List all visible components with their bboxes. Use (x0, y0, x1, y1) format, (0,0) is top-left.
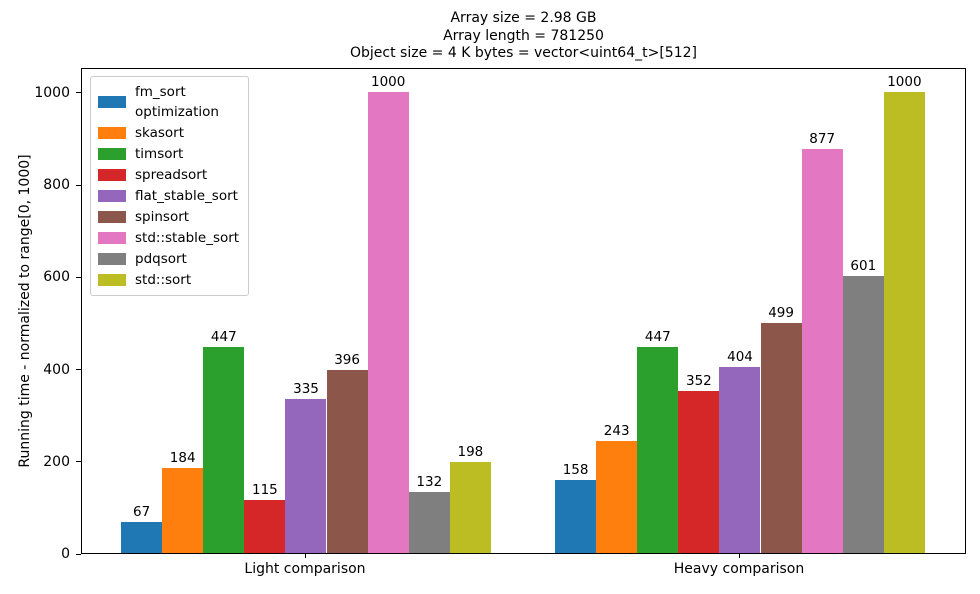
legend-item-timsort: timsort (98, 143, 239, 164)
bar-value-label: 396 (334, 352, 360, 369)
legend-swatch-icon (98, 210, 126, 223)
legend-swatch-icon (98, 96, 126, 108)
y-axis-label: Running time - normalized to range[0, 10… (17, 154, 33, 468)
legend-item-std-stable-sort: std::stable_sort (98, 227, 239, 248)
bar-pdqsort-0 (408, 492, 450, 553)
bar-std-stable-sort-1 (801, 148, 843, 553)
bar-skasort-0 (162, 468, 204, 553)
bar-pdqsort-1 (842, 275, 884, 553)
legend-item-flat-stable-sort: flat_stable_sort (98, 185, 239, 206)
plot-area: fm_sort optimization skasort timsort spread… (81, 68, 966, 554)
legend-swatch-icon (98, 168, 126, 181)
legend-swatch-icon (98, 147, 126, 160)
bar-flat-stable-sort-0 (285, 398, 327, 553)
bar-skasort-1 (596, 441, 638, 553)
x-tick-label-light-comparison: Light comparison (244, 561, 366, 577)
title-line-3: Object size = 4 K bytes = vector<uint64_… (350, 45, 697, 61)
bar-spreadsort-1 (678, 390, 720, 553)
bar-value-label: 132 (416, 474, 443, 491)
bar-value-label: 499 (768, 304, 794, 321)
bar-value-label: 1000 (887, 73, 922, 90)
y-tick-label: 800 (43, 177, 70, 194)
legend-item-spinsort: spinsort (98, 206, 239, 227)
bar-value-label: 404 (727, 348, 753, 365)
y-tick-mark (76, 461, 81, 463)
y-tick-mark (76, 92, 81, 94)
bar-value-label: 335 (293, 380, 319, 397)
legend-label: std::stable_sort (135, 229, 240, 246)
y-tick-label: 200 (43, 453, 70, 470)
legend-label: skasort (135, 124, 185, 141)
bar-value-label: 352 (686, 372, 712, 389)
x-tick-label-heavy-comparison: Heavy comparison (673, 561, 805, 577)
legend-label: timsort (135, 145, 184, 162)
bar-value-label: 198 (457, 443, 484, 460)
bar-value-label: 243 (603, 423, 630, 439)
y-tick-mark (76, 276, 81, 278)
bar-value-label: 115 (252, 482, 278, 498)
y-tick-label: 600 (43, 269, 70, 286)
x-tick-mark (304, 554, 306, 558)
title-line-1: Array size = 2.98 GB (450, 10, 597, 26)
legend-item-fm-sort-optimization: fm_sort optimization (98, 82, 239, 122)
bar-timsort-1 (637, 346, 679, 553)
legend-label: std::sort (135, 271, 192, 288)
legend-label: flat_stable_sort (135, 187, 238, 204)
bar-std-sort-1 (883, 91, 925, 553)
bar-std-stable-sort-0 (367, 91, 409, 553)
legend-swatch-icon (98, 126, 126, 139)
bar-value-label: 447 (210, 328, 237, 345)
bar-spreadsort-0 (244, 500, 286, 553)
legend-swatch-icon (98, 231, 126, 244)
bar-timsort-0 (203, 346, 245, 553)
bar-spinsort-1 (760, 322, 802, 553)
y-tick-label: 400 (43, 361, 70, 378)
legend-label: fm_sort optimization (135, 84, 219, 120)
bar-value-label: 184 (169, 450, 196, 467)
bar-fm-sort-optimization-0 (121, 522, 163, 553)
bar-value-label: 877 (809, 130, 836, 147)
bar-value-label: 67 (133, 504, 151, 521)
legend-item-std-sort: std::sort (98, 269, 239, 290)
chart-title: Array size = 2.98 GB Array length = 7812… (81, 10, 966, 63)
y-tick-label: 0 (61, 546, 70, 562)
legend-label: pdqsort (135, 250, 187, 267)
legend-item-spreadsort: spreadsort (98, 164, 239, 185)
y-tick-mark (76, 369, 81, 371)
legend-label: spinsort (135, 208, 190, 225)
legend-item-skasort: skasort (98, 122, 239, 143)
bar-spinsort-0 (326, 370, 368, 553)
bar-value-label: 447 (644, 328, 671, 345)
legend-swatch-icon (98, 273, 126, 286)
bar-fm-sort-optimization-1 (555, 480, 597, 553)
legend-swatch-icon (98, 189, 126, 202)
legend: fm_sort optimization skasort timsort spread… (90, 76, 250, 296)
title-line-2: Array length = 781250 (443, 27, 604, 44)
y-tick-mark (76, 184, 81, 186)
legend-swatch-icon (98, 252, 126, 265)
bar-value-label: 601 (850, 257, 877, 274)
bar-flat-stable-sort-1 (719, 366, 761, 553)
y-tick-mark (76, 553, 81, 555)
bar-std-sort-0 (449, 461, 491, 553)
y-tick-label: 1000 (34, 84, 70, 101)
bar-value-label: 1000 (371, 73, 406, 90)
legend-item-pdqsort: pdqsort (98, 248, 239, 269)
x-tick-mark (738, 554, 740, 558)
bar-value-label: 158 (562, 462, 589, 479)
legend-label: spreadsort (135, 166, 208, 183)
